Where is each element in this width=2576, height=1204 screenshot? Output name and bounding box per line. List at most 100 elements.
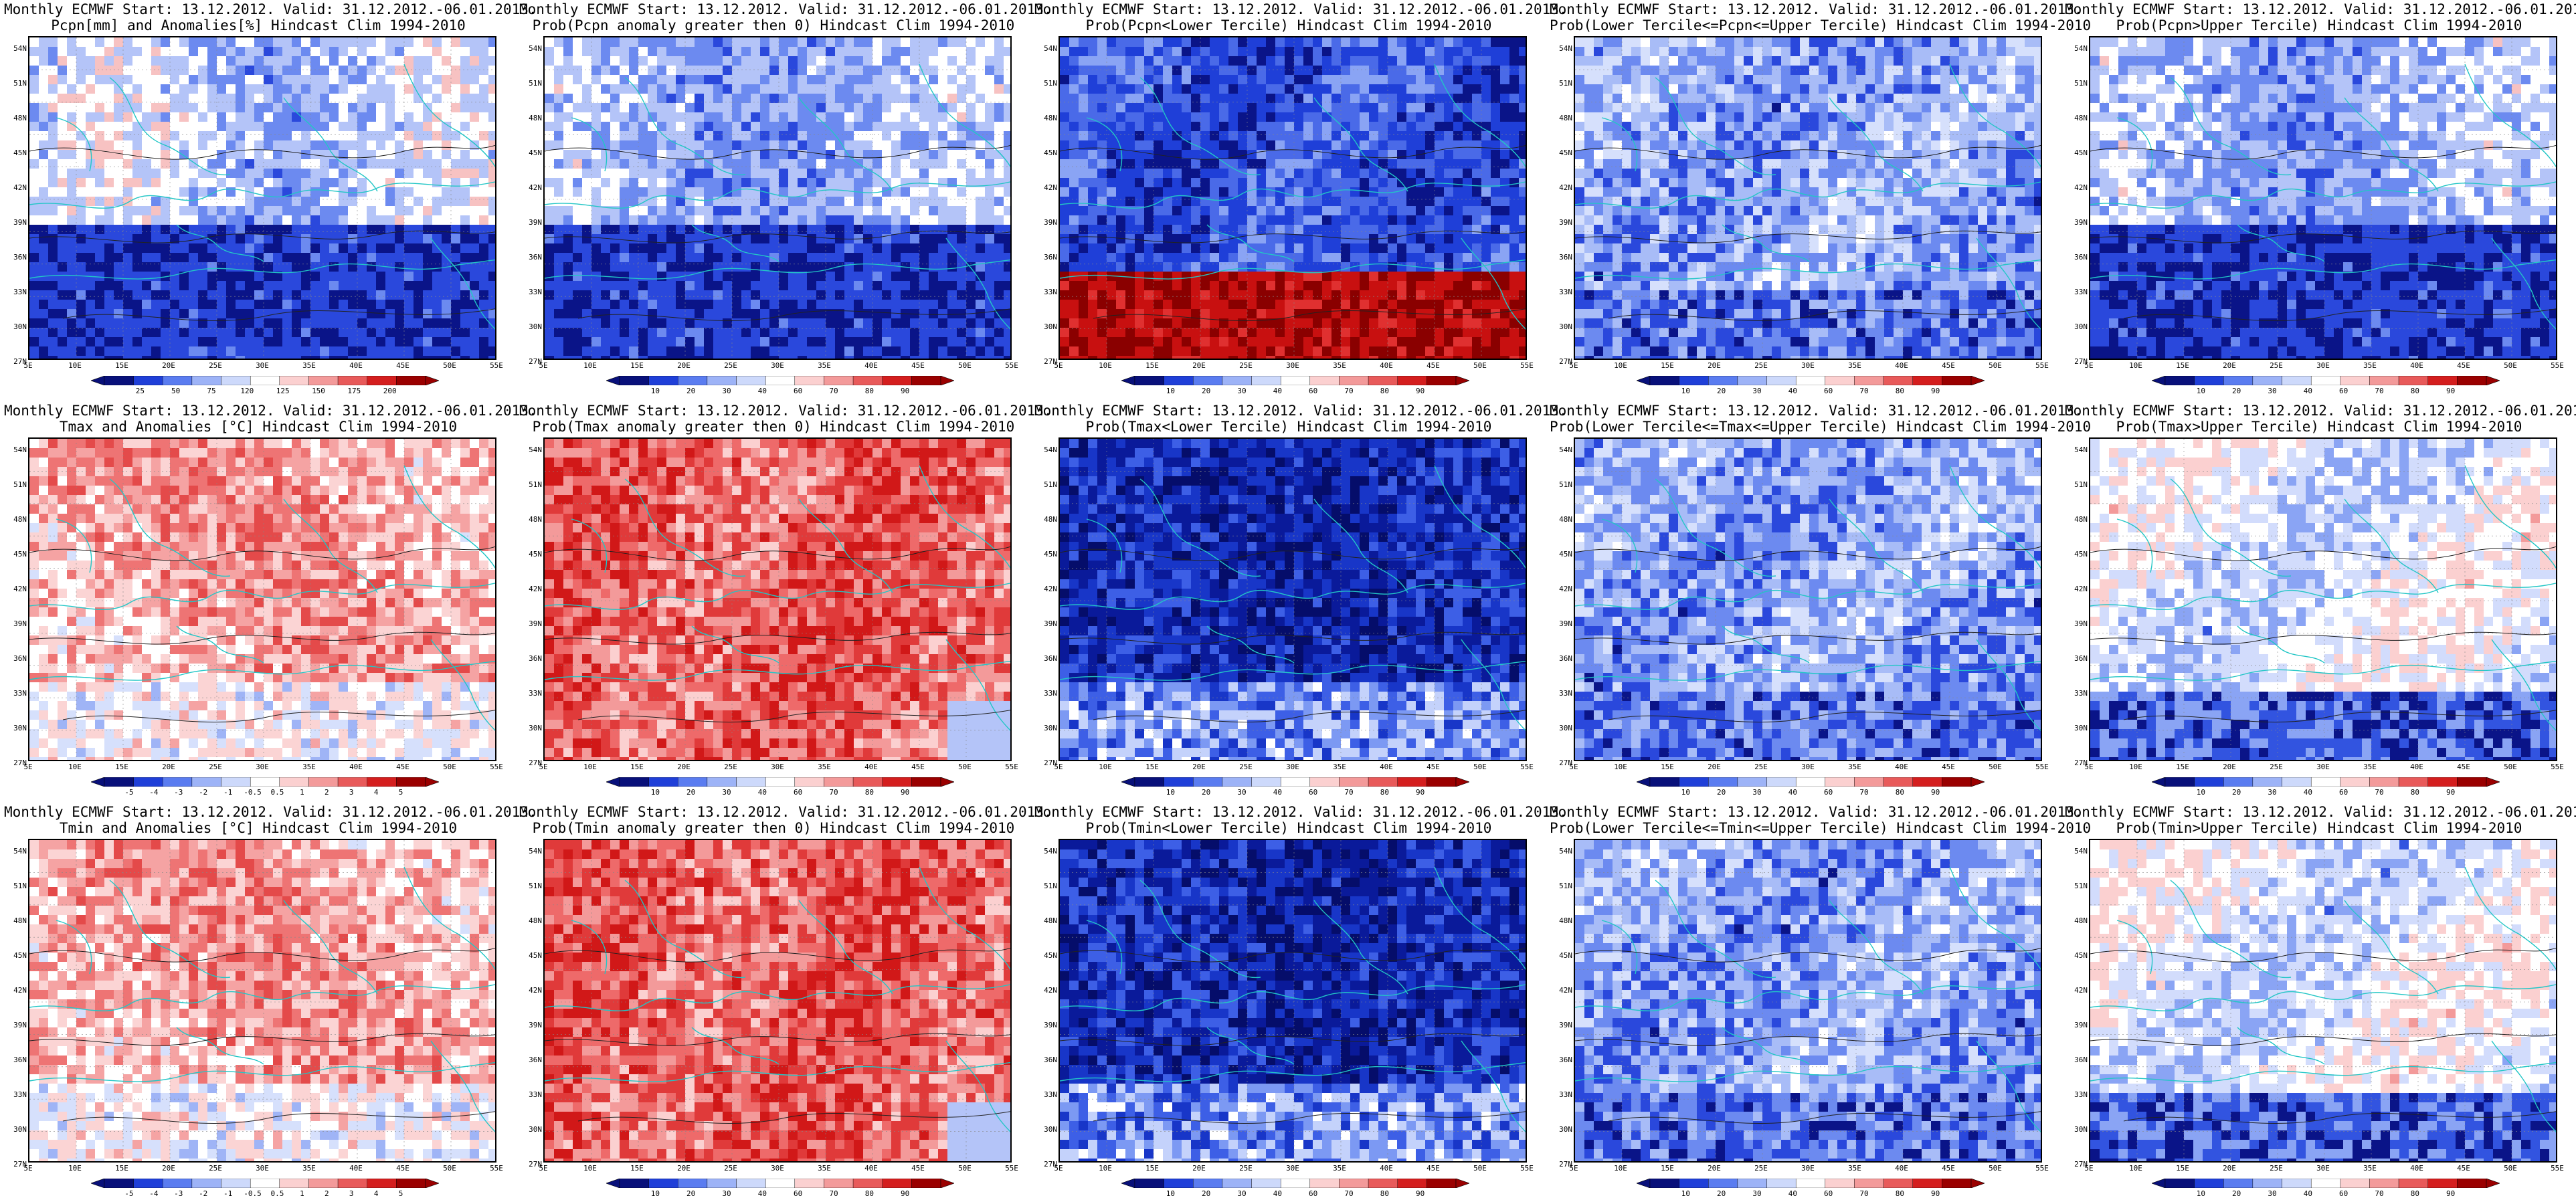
lon-tick-label: 5E [18,763,38,771]
lat-tick-label: 45N [1037,951,1057,960]
colorbar-tick-label: 90 [2437,1189,2464,1198]
lon-tick-label: 50E [1985,763,2005,771]
colorbar-tick-label: 20 [2223,387,2250,395]
colorbar-tick-label: 20 [2223,1189,2250,1198]
panel-title-line-2: Prob(Pcpn>Upper Tercile) Hindcast Clim 1… [2065,17,2573,33]
panel-title: Monthly ECMWF Start: 13.12.2012. Valid: … [1550,403,2091,435]
colorbar [1637,1179,1985,1188]
colorbar-tick-label: 90 [1407,387,1434,395]
lat-tick-label: 36N [1037,654,1057,663]
panel-title-line-2: Prob(Tmax<Lower Tercile) Hindcast Clim 1… [1034,419,1543,435]
lat-tick-label: 51N [7,882,27,890]
lon-tick-label: 30E [767,361,788,370]
lat-tick-label: 42N [2067,183,2088,192]
lon-tick-label: 55E [1002,763,1022,771]
colorbar-tick-label: 60 [1815,788,1842,797]
lon-tick-label: 25E [205,361,225,370]
lat-tick-label: 30N [2067,724,2088,732]
lon-tick-label: 35E [1845,1164,1865,1173]
lat-tick-label: 33N [522,288,542,296]
map-panel: Monthly ECMWF Start: 13.12.2012. Valid: … [519,403,1052,797]
lon-tick-label: 40E [861,1164,881,1173]
lat-tick-label: 39N [2067,1021,2088,1029]
lon-tick-label: 50E [955,361,975,370]
colorbar-tick-label: 90 [1922,387,1949,395]
lon-tick-label: 5E [1048,763,1069,771]
lon-tick-label: 15E [627,361,647,370]
lon-tick-label: 50E [2500,1164,2520,1173]
panel-title-line-1: Monthly ECMWF Start: 13.12.2012. Valid: … [4,804,537,820]
panel-title: Monthly ECMWF Start: 13.12.2012. Valid: … [1034,1,1568,33]
lon-tick-label: 10E [580,1164,600,1173]
lon-tick-label: 10E [1611,361,1631,370]
lat-tick-label: 30N [2067,1125,2088,1134]
colorbar-tick-label: -4 [141,1189,167,1198]
lon-tick-label: 30E [2313,763,2333,771]
lat-tick-label: 27N [7,759,27,767]
colorbar-tick-label: 20 [1708,788,1735,797]
panel-title: Monthly ECMWF Start: 13.12.2012. Valid: … [1034,804,1568,836]
lon-tick-label: 15E [2173,763,2193,771]
lat-tick-label: 45N [1552,148,1572,157]
lat-tick-label: 51N [522,882,542,890]
colorbar [1637,777,1985,787]
lat-tick-label: 27N [1037,1160,1057,1169]
colorbar-tick-label: 70 [1851,788,1877,797]
map-field [545,37,1010,359]
lon-tick-label: 20E [159,361,179,370]
lon-tick-label: 30E [1283,763,1303,771]
lon-tick-label: 45E [908,763,928,771]
lat-tick-label: 39N [2067,218,2088,227]
lon-tick-label: 15E [1142,763,1162,771]
colorbar-tick-label: 30 [713,788,740,797]
panel-title-line-1: Monthly ECMWF Start: 13.12.2012. Valid: … [519,804,1052,820]
colorbar-tick-label: 30 [2259,1189,2286,1198]
lon-tick-label: 40E [1892,1164,1912,1173]
colorbar-tick-label: 150 [305,387,332,395]
lon-tick-label: 55E [1517,361,1537,370]
colorbar-tick-label: 90 [1407,788,1434,797]
lat-tick-label: 36N [7,1056,27,1064]
lon-tick-label: 55E [486,1164,507,1173]
lat-tick-label: 45N [1552,951,1572,960]
lat-tick-label: 33N [2067,1090,2088,1099]
colorbar-tick-label: 80 [856,1189,883,1198]
panel-title: Monthly ECMWF Start: 13.12.2012. Valid: … [4,1,537,33]
colorbar-tick-label: 40 [1779,387,1806,395]
panel-title-line-2: Prob(Tmax>Upper Tercile) Hindcast Clim 1… [2065,419,2573,435]
map-panel: Monthly ECMWF Start: 13.12.2012. Valid: … [519,1,1052,396]
lat-tick-label: 33N [522,1090,542,1099]
panel-title-line-1: Monthly ECMWF Start: 13.12.2012. Valid: … [519,1,1052,17]
lon-tick-label: 15E [112,763,132,771]
lat-tick-label: 51N [522,480,542,489]
lon-tick-label: 10E [1611,763,1631,771]
panel-title-line-2: Prob(Pcpn<Lower Tercile) Hindcast Clim 1… [1034,17,1543,33]
colorbar-tick-label: 60 [2330,1189,2357,1198]
panel-title: Monthly ECMWF Start: 13.12.2012. Valid: … [1034,403,1568,435]
lat-tick-label: 48N [1037,515,1057,524]
colorbar-tick-label: 40 [2294,387,2321,395]
colorbar-tick-label: 10 [642,1189,668,1198]
lon-tick-label: 55E [1002,1164,1022,1173]
lat-tick-label: 48N [1037,916,1057,925]
colorbar-tick-label: 90 [892,1189,919,1198]
colorbar-tick-label: 80 [856,387,883,395]
lat-tick-label: 39N [1037,619,1057,628]
lat-tick-label: 27N [1552,357,1572,366]
lat-tick-label: 42N [1037,183,1057,192]
lat-tick-label: 42N [1037,986,1057,995]
lat-tick-label: 51N [7,79,27,88]
map-panel: Monthly ECMWF Start: 13.12.2012. Valid: … [2065,1,2576,396]
lon-tick-label: 10E [1095,763,1115,771]
lon-tick-label: 25E [205,1164,225,1173]
lon-tick-label: 55E [2032,361,2052,370]
lat-tick-label: 51N [1552,882,1572,890]
colorbar-tick-label: 60 [1300,387,1327,395]
lon-tick-label: 30E [2313,361,2333,370]
panel-title: Monthly ECMWF Start: 13.12.2012. Valid: … [519,403,1052,435]
colorbar-tick-label: 40 [1779,788,1806,797]
map-frame [543,437,1012,761]
lat-tick-label: 33N [1037,1090,1057,1099]
colorbar-tick-label: 60 [785,1189,812,1198]
lat-tick-label: 54N [7,44,27,53]
